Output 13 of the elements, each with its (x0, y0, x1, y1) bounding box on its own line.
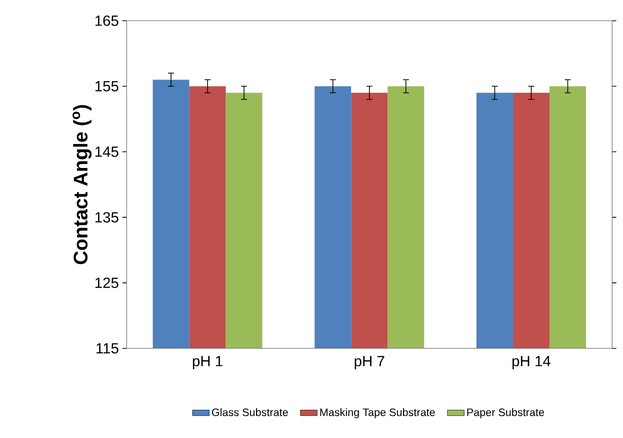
y-tick-label: 135 (95, 212, 118, 222)
legend-label: Paper Substrate (467, 408, 544, 418)
y-tick-label: 145 (95, 146, 118, 157)
x-tick-label: pH 14 (512, 356, 550, 370)
y-tick-label: 165 (95, 15, 118, 26)
y-tick-label: 155 (95, 81, 118, 92)
x-tick-label: pH 1 (192, 356, 222, 370)
legend-label: Glass Substrate (212, 408, 288, 416)
x-tick-label: pH 7 (354, 356, 384, 370)
y-tick-label: 125 (95, 278, 118, 288)
y-axis-title: Contact Angle ($^{o}$) (72, 105, 92, 264)
legend-label: Masking Tape Substrate (320, 408, 435, 418)
y-tick-label: 115 (96, 343, 118, 354)
